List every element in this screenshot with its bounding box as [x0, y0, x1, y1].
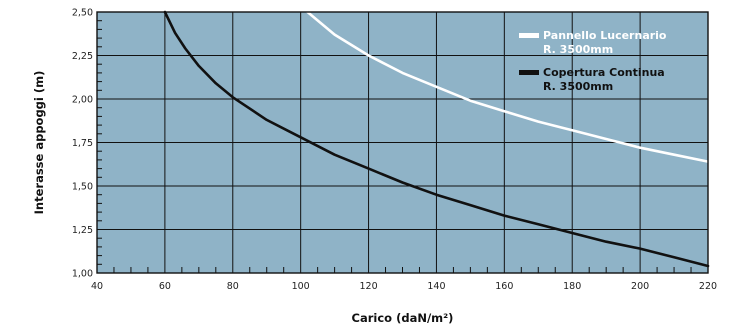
x-tick-label: 220 [699, 281, 717, 292]
minor-ticks [97, 20, 692, 273]
x-tick-label: 80 [227, 281, 239, 292]
y-tick-label: 1,50 [72, 182, 93, 193]
x-axis-title: Carico (daN/m²) [352, 311, 454, 325]
x-tick-label: 100 [292, 281, 310, 292]
legend-label-copertura: Copertura Continua [543, 66, 665, 79]
y-tick-labels: 1,00 1,25 1,50 1,75 2,00 2,25 2,50 [72, 8, 93, 280]
x-tick-labels: 40 60 80 100 120 140 160 180 200 220 [91, 281, 717, 292]
x-tick-label: 60 [159, 281, 171, 292]
y-tick-label: 1,25 [72, 225, 93, 236]
legend-label-lucernario: Pannello Lucernario [543, 29, 667, 42]
y-tick-label: 2,00 [72, 95, 93, 106]
x-tick-label: 160 [495, 281, 513, 292]
legend-item-copertura: Copertura Continua R. 3500mm [519, 66, 665, 93]
x-tick-label: 120 [359, 281, 377, 292]
x-tick-label: 200 [631, 281, 649, 292]
legend-item-lucernario: Pannello Lucernario R. 3500mm [519, 29, 667, 56]
series-lines [163, 10, 710, 268]
x-tick-label: 140 [427, 281, 445, 292]
series-line-1 [163, 10, 710, 268]
legend-sublabel-copertura: R. 3500mm [543, 80, 613, 93]
x-tick-label: 180 [563, 281, 581, 292]
x-tick-label: 40 [91, 281, 103, 292]
legend-swatch-copertura [519, 70, 539, 75]
y-axis-title: Interasse appoggi (m) [32, 71, 46, 215]
y-tick-label: 2,50 [72, 8, 93, 19]
legend-sublabel-lucernario: R. 3500mm [543, 43, 613, 56]
plot-frame [96, 11, 709, 274]
legend-swatch-lucernario [519, 33, 539, 38]
legend: Pannello Lucernario R. 3500mm Copertura … [519, 29, 667, 93]
y-tick-label: 1,75 [72, 138, 93, 149]
y-tick-label: 1,00 [72, 269, 93, 280]
series-line-0 [306, 10, 710, 163]
y-tick-label: 2,25 [72, 51, 93, 62]
